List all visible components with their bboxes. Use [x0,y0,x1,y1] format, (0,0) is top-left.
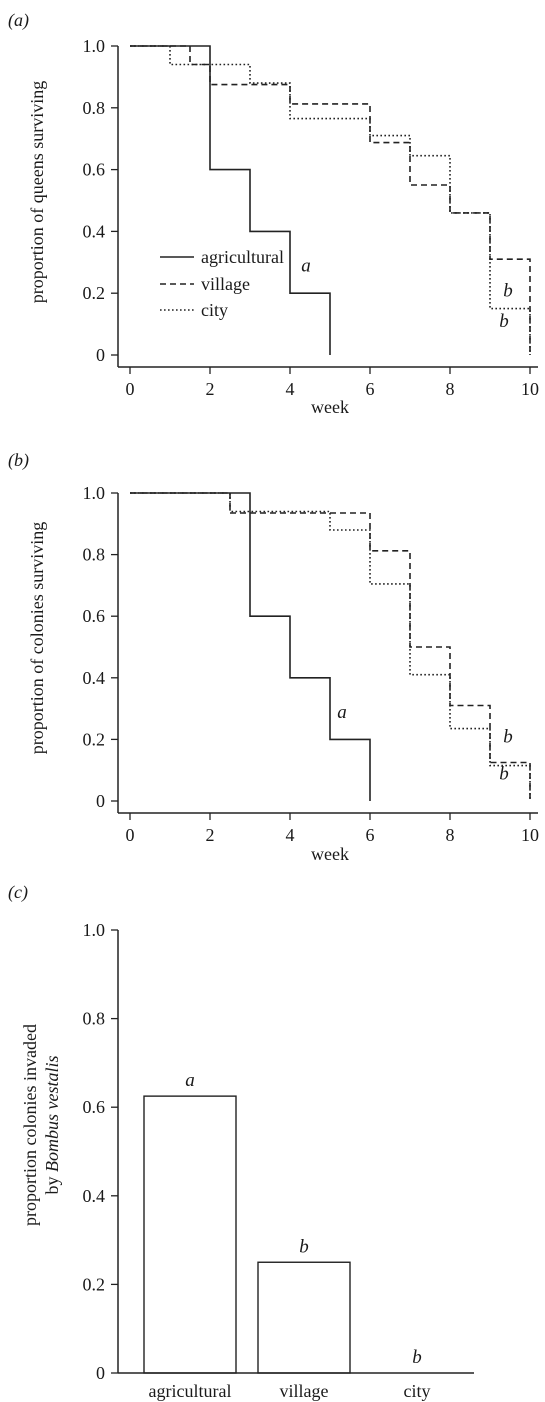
panel-a-y-tick-label: 0.4 [83,221,106,241]
bar-category-label: city [404,1381,431,1401]
panel-b-series-city [130,492,531,801]
panel-a-y-tick-label: 0.8 [83,98,106,118]
panel-c-y-tick-label: 0 [96,1363,105,1383]
panel-b-x-tick-label: 2 [206,825,215,845]
bar-category-label: village [280,1381,329,1401]
panel-a-x-tick-label: 6 [366,379,375,399]
bar-agricultural [143,1095,237,1374]
panel-c-y-axis-title-prefix: by [42,1172,62,1195]
panel-a-significance-label: b [499,311,509,332]
panel-c-y-tick-label: 0.4 [83,1186,106,1206]
legend-label-agricultural: agricultural [201,247,284,267]
panel-a-y-tick-label: 0.2 [83,283,106,303]
panel-c-label: (c) [8,882,28,903]
panel-c-y-axis-title-line1: proportion colonies invaded [20,1024,40,1226]
panel-b-x-tick-label: 0 [126,825,135,845]
panel-c-chart: (c) proportion colonies invaded by Bombu… [8,882,474,1401]
panel-b-y-tick-label: 0.6 [83,606,106,626]
panel-b-y-tick-label: 0 [96,791,105,811]
panel-a-x-tick-label: 0 [126,379,135,399]
bar-significance-label: b [299,1236,309,1257]
panel-a-x-tick-label: 10 [521,379,539,399]
panel-a-x-tick-label: 8 [446,379,455,399]
bar-significance-label: b [412,1347,422,1368]
panel-b-series-village [130,492,531,801]
panel-c-y-tick-label: 0.6 [83,1097,106,1117]
panel-c-y-tick-label: 1.0 [83,920,106,940]
panel-a-significance-label: b [503,280,513,301]
panel-c-y-axis-title-species: Bombus vestalis [42,1056,62,1173]
panel-b-y-tick-label: 0.4 [83,668,106,688]
panel-b-y-tick-label: 1.0 [83,483,106,503]
panel-a-x-axis-title: week [311,397,349,417]
panel-b-significance-label: a [337,702,347,723]
panel-b-series-agricultural [130,492,371,801]
bar-category-label: agricultural [149,1381,232,1401]
bar-village [257,1261,351,1374]
panel-a-label: (a) [8,10,29,31]
panel-a-series-city [130,45,531,355]
legend-label-village: village [201,274,250,294]
panel-b-y-tick-label: 0.8 [83,545,106,565]
panel-a-y-tick-label: 0.6 [83,160,106,180]
panel-b-x-tick-label: 10 [521,825,539,845]
panel-b-y-tick-label: 0.2 [83,729,106,749]
panel-a-significance-label: a [301,256,311,277]
panel-a-series-village [130,45,531,355]
bar-significance-label: a [185,1070,195,1091]
panel-b-chart: (b) proportion of colonies surviving wee… [8,450,539,864]
panel-a-x-tick-label: 4 [286,379,295,399]
panel-a-legend: agricultural village city [160,247,284,320]
panel-c-y-tick-label: 0.2 [83,1274,106,1294]
panel-a-y-tick-label: 0 [96,345,105,365]
panel-b-y-axis-title: proportion of colonies surviving [27,522,47,754]
panel-b-significance-label: b [499,763,509,784]
panel-a-series-agricultural [130,45,331,355]
panel-c-y-axis-title-line2: by Bombus vestalis [42,1056,62,1195]
panel-b-x-tick-label: 6 [366,825,375,845]
panel-a-y-tick-label: 1.0 [83,36,106,56]
panel-b-x-tick-label: 4 [286,825,295,845]
panel-b-label: (b) [8,450,29,471]
panel-a-x-tick-label: 2 [206,379,215,399]
panel-b-x-tick-label: 8 [446,825,455,845]
panel-b-x-axis-title: week [311,844,349,864]
panel-c-y-tick-label: 0.8 [83,1009,106,1029]
panel-a-chart: (a) proportion of queens surviving week … [8,10,539,417]
panel-a-y-axis-title: proportion of queens surviving [27,81,47,303]
legend-label-city: city [201,300,228,320]
panel-b-significance-label: b [503,726,513,747]
